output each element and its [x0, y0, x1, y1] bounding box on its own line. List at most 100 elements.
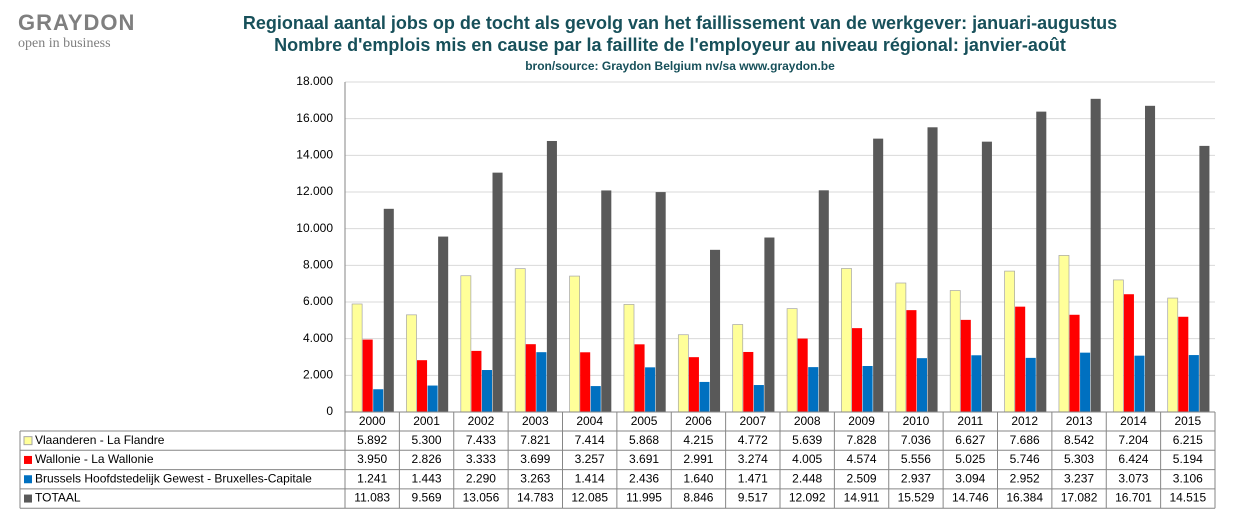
table-value: 5.300 — [412, 433, 442, 447]
chart-subtitle: Nombre d'emplois mis en cause par la fai… — [274, 35, 1066, 55]
table-value: 2.290 — [466, 471, 496, 485]
table-value: 16.384 — [1006, 491, 1043, 505]
bar — [1167, 297, 1179, 413]
chart-title: Regionaal aantal jobs op de tocht als ge… — [243, 13, 1117, 33]
table-value: 13.056 — [463, 491, 500, 505]
table-value: 2.826 — [412, 452, 442, 466]
bar — [655, 192, 666, 412]
table-value: 14.783 — [517, 491, 554, 505]
bar — [677, 334, 689, 413]
bar — [417, 360, 428, 412]
bar — [460, 275, 472, 413]
bar — [1134, 355, 1145, 412]
bar — [492, 172, 503, 412]
bar — [1080, 352, 1091, 412]
bar — [546, 140, 557, 412]
table-value: 5.194 — [1173, 452, 1203, 466]
bar — [764, 237, 775, 412]
bar — [743, 351, 754, 412]
table-value: 2.937 — [901, 471, 931, 485]
legend-swatch — [24, 475, 32, 484]
table-value: 3.106 — [1173, 471, 1203, 485]
table-value: 14.515 — [1169, 491, 1206, 505]
bar — [623, 304, 635, 413]
table-value: 12.092 — [789, 491, 826, 505]
bar — [818, 190, 829, 412]
table-value: 4.215 — [683, 433, 713, 447]
table-value: 11.995 — [626, 491, 662, 505]
bar — [1025, 357, 1036, 412]
bar — [862, 366, 873, 412]
table-value: 3.094 — [955, 471, 985, 485]
table-value: 1.414 — [575, 471, 605, 485]
table-value: 3.257 — [575, 452, 605, 466]
table-value: 7.828 — [847, 433, 877, 447]
x-tick-label: 2001 — [413, 414, 440, 428]
y-tick-label: 16.000 — [296, 111, 333, 125]
y-tick-label: 8.000 — [303, 258, 333, 272]
table-value: 2.436 — [629, 471, 659, 485]
y-tick-label: 0 — [326, 404, 333, 418]
table-value: 5.868 — [629, 433, 659, 447]
x-tick-label: 2003 — [522, 414, 549, 428]
y-tick-label: 4.000 — [303, 331, 333, 345]
legend-label: Vlaanderen - La Flandre — [35, 433, 165, 447]
bar — [590, 386, 601, 412]
bar — [688, 357, 699, 412]
table-value: 7.821 — [520, 433, 550, 447]
bar — [949, 290, 961, 413]
bar — [525, 344, 536, 412]
x-tick-label: 2008 — [794, 414, 821, 428]
legend-swatch — [24, 455, 32, 464]
table-value: 3.691 — [629, 452, 659, 466]
table-value: 7.414 — [575, 433, 605, 447]
bar — [960, 319, 971, 412]
table-value: 4.574 — [847, 452, 877, 466]
bar — [971, 355, 982, 412]
bar — [1123, 294, 1134, 412]
y-tick-label: 6.000 — [303, 294, 333, 308]
bar — [852, 328, 863, 412]
bar — [1178, 316, 1189, 412]
bar — [383, 208, 394, 412]
table-value: 3.274 — [738, 452, 768, 466]
table-value: 14.911 — [844, 491, 880, 505]
bar — [471, 350, 482, 412]
table-value: 3.073 — [1118, 471, 1148, 485]
bar — [981, 141, 992, 412]
bar — [732, 324, 744, 413]
table-value: 15.529 — [898, 491, 935, 505]
bar — [373, 389, 384, 412]
table-value: 1.640 — [683, 471, 713, 485]
x-tick-label: 2015 — [1174, 414, 1201, 428]
bar — [514, 268, 526, 413]
bar — [634, 344, 645, 412]
bar — [569, 275, 580, 413]
y-tick-label: 10.000 — [296, 221, 333, 235]
table-value: 3.237 — [1064, 471, 1094, 485]
x-tick-label: 2011 — [957, 414, 983, 428]
table-value: 17.082 — [1061, 491, 1098, 505]
legend-label: TOTAAL — [35, 491, 81, 505]
table-value: 7.433 — [466, 433, 496, 447]
table-value: 2.952 — [1010, 471, 1040, 485]
table-value: 5.639 — [792, 433, 822, 447]
table-value: 5.303 — [1064, 452, 1094, 466]
bar — [797, 338, 808, 412]
bar — [1004, 270, 1015, 413]
bar — [601, 190, 612, 412]
table-value: 8.846 — [683, 491, 713, 505]
bar — [1015, 306, 1026, 412]
bar — [438, 236, 449, 412]
bar — [808, 367, 819, 412]
y-tick-label: 18.000 — [296, 74, 333, 88]
legend-swatch — [23, 436, 33, 446]
bar — [1036, 111, 1047, 413]
legend-label: Wallonie - La Wallonie — [35, 452, 154, 466]
bar — [927, 127, 938, 412]
table-value: 9.569 — [412, 491, 442, 505]
table-value: 4.772 — [738, 433, 768, 447]
table-value: 2.509 — [847, 471, 877, 485]
bar — [1090, 98, 1101, 412]
